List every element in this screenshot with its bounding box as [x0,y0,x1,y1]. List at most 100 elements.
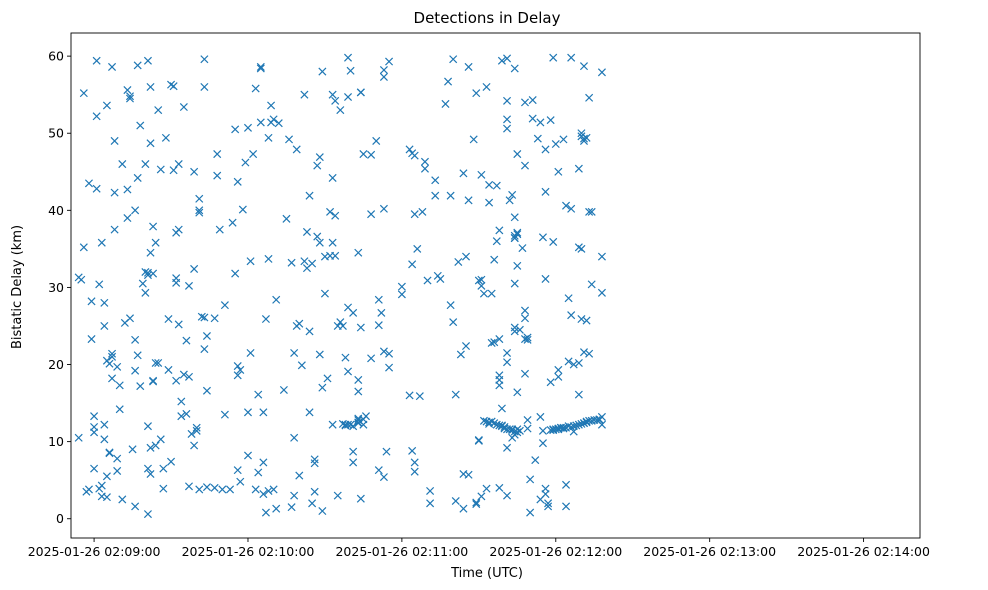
data-point [485,198,494,207]
data-point [274,119,283,128]
data-point [228,218,237,227]
data-point [564,294,573,303]
data-point [315,350,324,359]
data-point [374,466,383,475]
data-point [523,333,532,342]
data-point [146,248,155,257]
data-point [343,53,353,62]
data-point [179,102,188,112]
x-tick-label: 2025-01-26 02:12:00 [489,544,622,559]
data-point [92,112,101,121]
data-point [300,257,309,266]
data-point [156,435,165,444]
data-point [503,54,512,63]
data-point [115,405,124,414]
data-point [102,493,111,502]
data-point [177,397,186,406]
data-point [236,365,245,374]
data-point [464,62,473,71]
data-point [510,323,519,332]
data-point [495,335,504,344]
data-point [423,276,432,285]
data-point [287,258,296,267]
data-point [379,347,388,356]
data-point [138,279,147,288]
data-point [477,170,486,179]
data-point [313,232,322,241]
data-point [95,280,104,289]
data-point [343,367,353,376]
data-point [397,282,406,291]
data-point [461,341,471,351]
data-point [451,390,460,399]
data-point [246,348,255,357]
data-point [420,157,429,166]
data-point [328,238,337,247]
data-point [141,160,150,169]
data-point [174,160,183,169]
data-point [431,176,440,185]
data-point [503,443,512,452]
data-point [125,314,135,323]
data-point [172,376,181,385]
data-point [526,508,535,517]
data-point [261,315,270,324]
data-point [469,135,478,144]
data-point [202,331,211,341]
data-point [100,420,109,429]
data-point [131,502,140,511]
data-point [131,366,140,375]
data-point [87,335,96,344]
data-point [174,225,183,234]
data-point [405,391,414,400]
data-point [446,301,455,310]
data-point [108,62,117,71]
data-point [233,362,242,371]
data-point [108,374,117,383]
data-point [259,458,268,467]
data-point [574,358,583,368]
data-point [585,207,594,216]
data-point [236,477,245,486]
data-point [520,98,530,107]
data-point [485,180,494,189]
data-point [167,457,176,466]
data-point [310,455,319,464]
y-tick-label: 40 [48,203,64,218]
data-point [97,481,106,490]
data-point [564,357,573,366]
data-point [202,386,211,395]
data-point [372,136,381,145]
data-point [562,480,571,489]
data-point [482,82,491,91]
data-point [538,439,547,448]
data-point [385,349,394,358]
data-point [515,426,524,435]
y-tick-label: 20 [48,357,64,372]
data-point [582,316,591,325]
data-point [269,115,278,124]
data-point [456,350,465,359]
data-point [151,358,160,368]
data-point [567,311,576,320]
data-point [133,173,142,182]
data-point [492,181,501,190]
data-point [379,473,388,482]
data-point [159,464,168,473]
data-point [449,55,458,64]
data-point [108,352,117,361]
data-point [541,187,550,196]
data-point [133,61,142,70]
chart-title: Detections in Delay [414,9,561,27]
data-point [477,281,486,290]
y-tick-label: 0 [56,511,64,526]
data-point [90,464,99,473]
data-point [336,318,345,327]
data-point [213,150,222,159]
data-point [569,360,578,369]
data-point [551,139,560,149]
data-point [385,363,394,372]
data-point [256,62,265,71]
x-tick-label: 2025-01-26 02:10:00 [182,544,315,559]
data-point [290,491,299,500]
